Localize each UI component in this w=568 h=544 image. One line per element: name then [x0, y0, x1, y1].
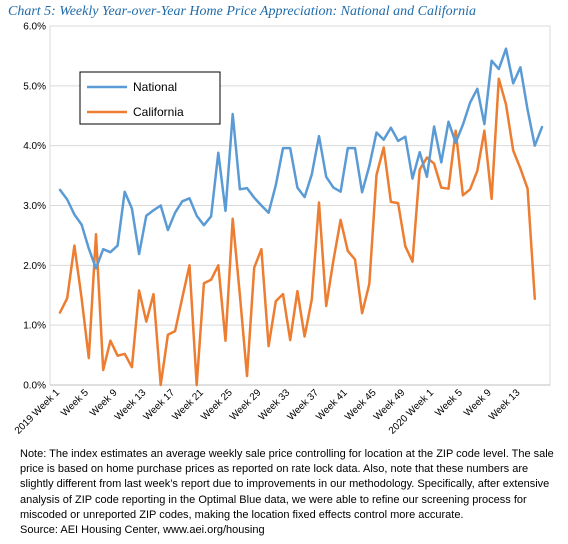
axes: [49, 25, 551, 386]
y-tick-label: 6.0%: [23, 22, 46, 33]
series-line-national: [58, 47, 544, 270]
chart-source: Source: AEI Housing Center, www.aei.org/…: [20, 524, 265, 536]
legend-box: [79, 71, 221, 125]
y-axis-tick-labels: 0.0% 1.0% 2.0% 3.0% 4.0% 5.0% 6.0%: [23, 22, 46, 392]
x-tick-label: 2019 Week 1: [13, 387, 63, 437]
chart-note: Note: The index estimates an average wee…: [20, 448, 554, 521]
x-tick-label: Week 5: [59, 387, 91, 419]
line-chart: 0.0% 1.0% 2.0% 3.0% 4.0% 5.0% 6.0% 2019 Week 1…: [13, 22, 551, 437]
x-tick-label: Week 5: [433, 387, 465, 419]
y-tick-label: 2.0%: [23, 261, 46, 272]
y-tick-label: 4.0%: [23, 141, 46, 152]
legend-label-national: National: [133, 80, 177, 94]
chart-title: Chart 5: Weekly Year-over-Year Home Pric…: [8, 4, 477, 19]
legend-label-california: California: [133, 105, 184, 119]
series-line-california: [58, 77, 537, 387]
y-tick-label: 1.0%: [23, 321, 46, 332]
y-tick-label: 3.0%: [23, 201, 46, 212]
y-tick-label: 0.0%: [23, 381, 46, 392]
y-tick-label: 5.0%: [23, 81, 46, 92]
legend: National California: [79, 71, 221, 125]
x-tick-label: Week 13: [487, 387, 523, 423]
series-layer: [58, 47, 544, 387]
gridlines: [50, 25, 550, 326]
